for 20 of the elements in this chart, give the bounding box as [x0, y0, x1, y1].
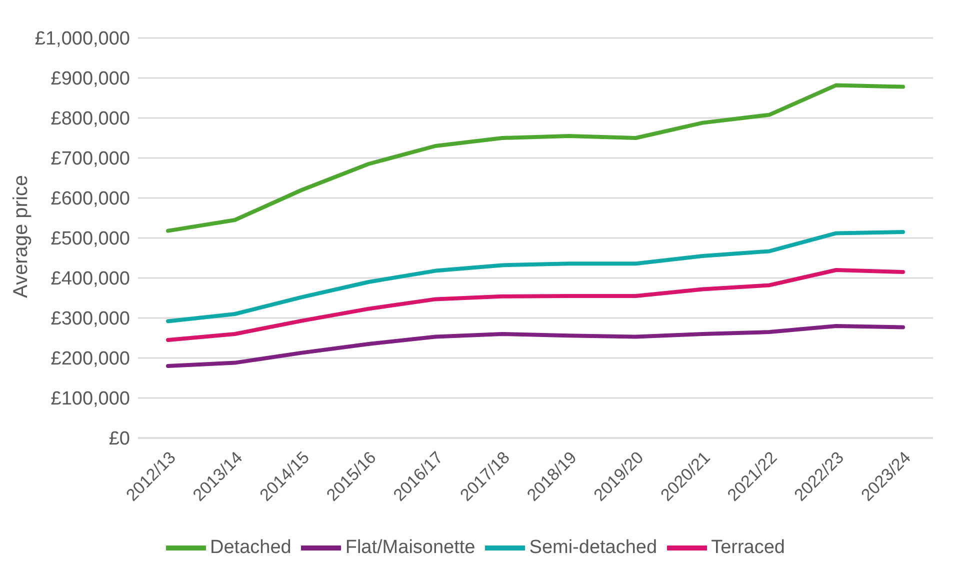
legend-label: Semi-detached — [529, 537, 658, 558]
y-tick-label: £700,000 — [50, 148, 130, 170]
y-tick-label: £500,000 — [50, 228, 130, 250]
line-series — [166, 268, 905, 342]
y-tick-label: £900,000 — [50, 68, 130, 90]
legend-label: Flat/Maisonette — [345, 537, 476, 558]
legend-label: Terraced — [711, 537, 785, 558]
y-tick-label: £800,000 — [50, 108, 130, 130]
y-tick-label: £200,000 — [50, 348, 130, 370]
y-axis-title: Average price — [10, 174, 32, 298]
legend-label: Detached — [210, 537, 292, 558]
y-tick-label: £100,000 — [50, 388, 130, 410]
y-tick-label: £300,000 — [50, 308, 130, 330]
y-tick-label: £400,000 — [50, 268, 130, 290]
line-series — [166, 324, 905, 368]
y-tick-label: £1,000,000 — [34, 28, 130, 50]
line-series — [166, 83, 905, 233]
y-tick-label: £0 — [108, 428, 130, 450]
y-tick-label: £600,000 — [50, 188, 130, 210]
line-series — [166, 230, 905, 324]
